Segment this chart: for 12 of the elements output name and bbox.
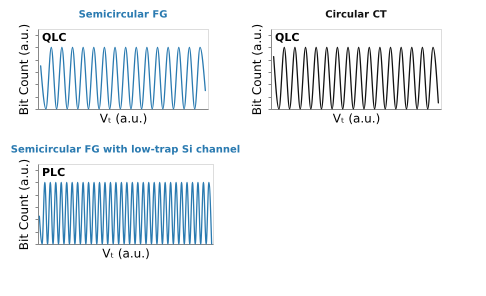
text: QLC	[275, 31, 300, 44]
x-axis-title: Vₜ (a.u.)	[332, 112, 380, 126]
text: QLC	[42, 31, 66, 44]
y-axis-title: Bit Count (a.u.)	[250, 24, 264, 116]
text: PLC	[42, 166, 66, 179]
chart-title: Semicircular FG	[78, 9, 168, 20]
x-axis-title: Vₜ (a.u.)	[102, 246, 150, 260]
x-axis-title: Vₜ (a.u.)	[100, 112, 148, 126]
y-axis-title: Bit Count (a.u.)	[17, 24, 31, 116]
chart-title: Circular CT	[325, 9, 387, 20]
chart-title: Semicircular FG with low-trap Si channel	[10, 144, 240, 156]
y-axis-title: Bit Count (a.u.)	[17, 158, 31, 250]
